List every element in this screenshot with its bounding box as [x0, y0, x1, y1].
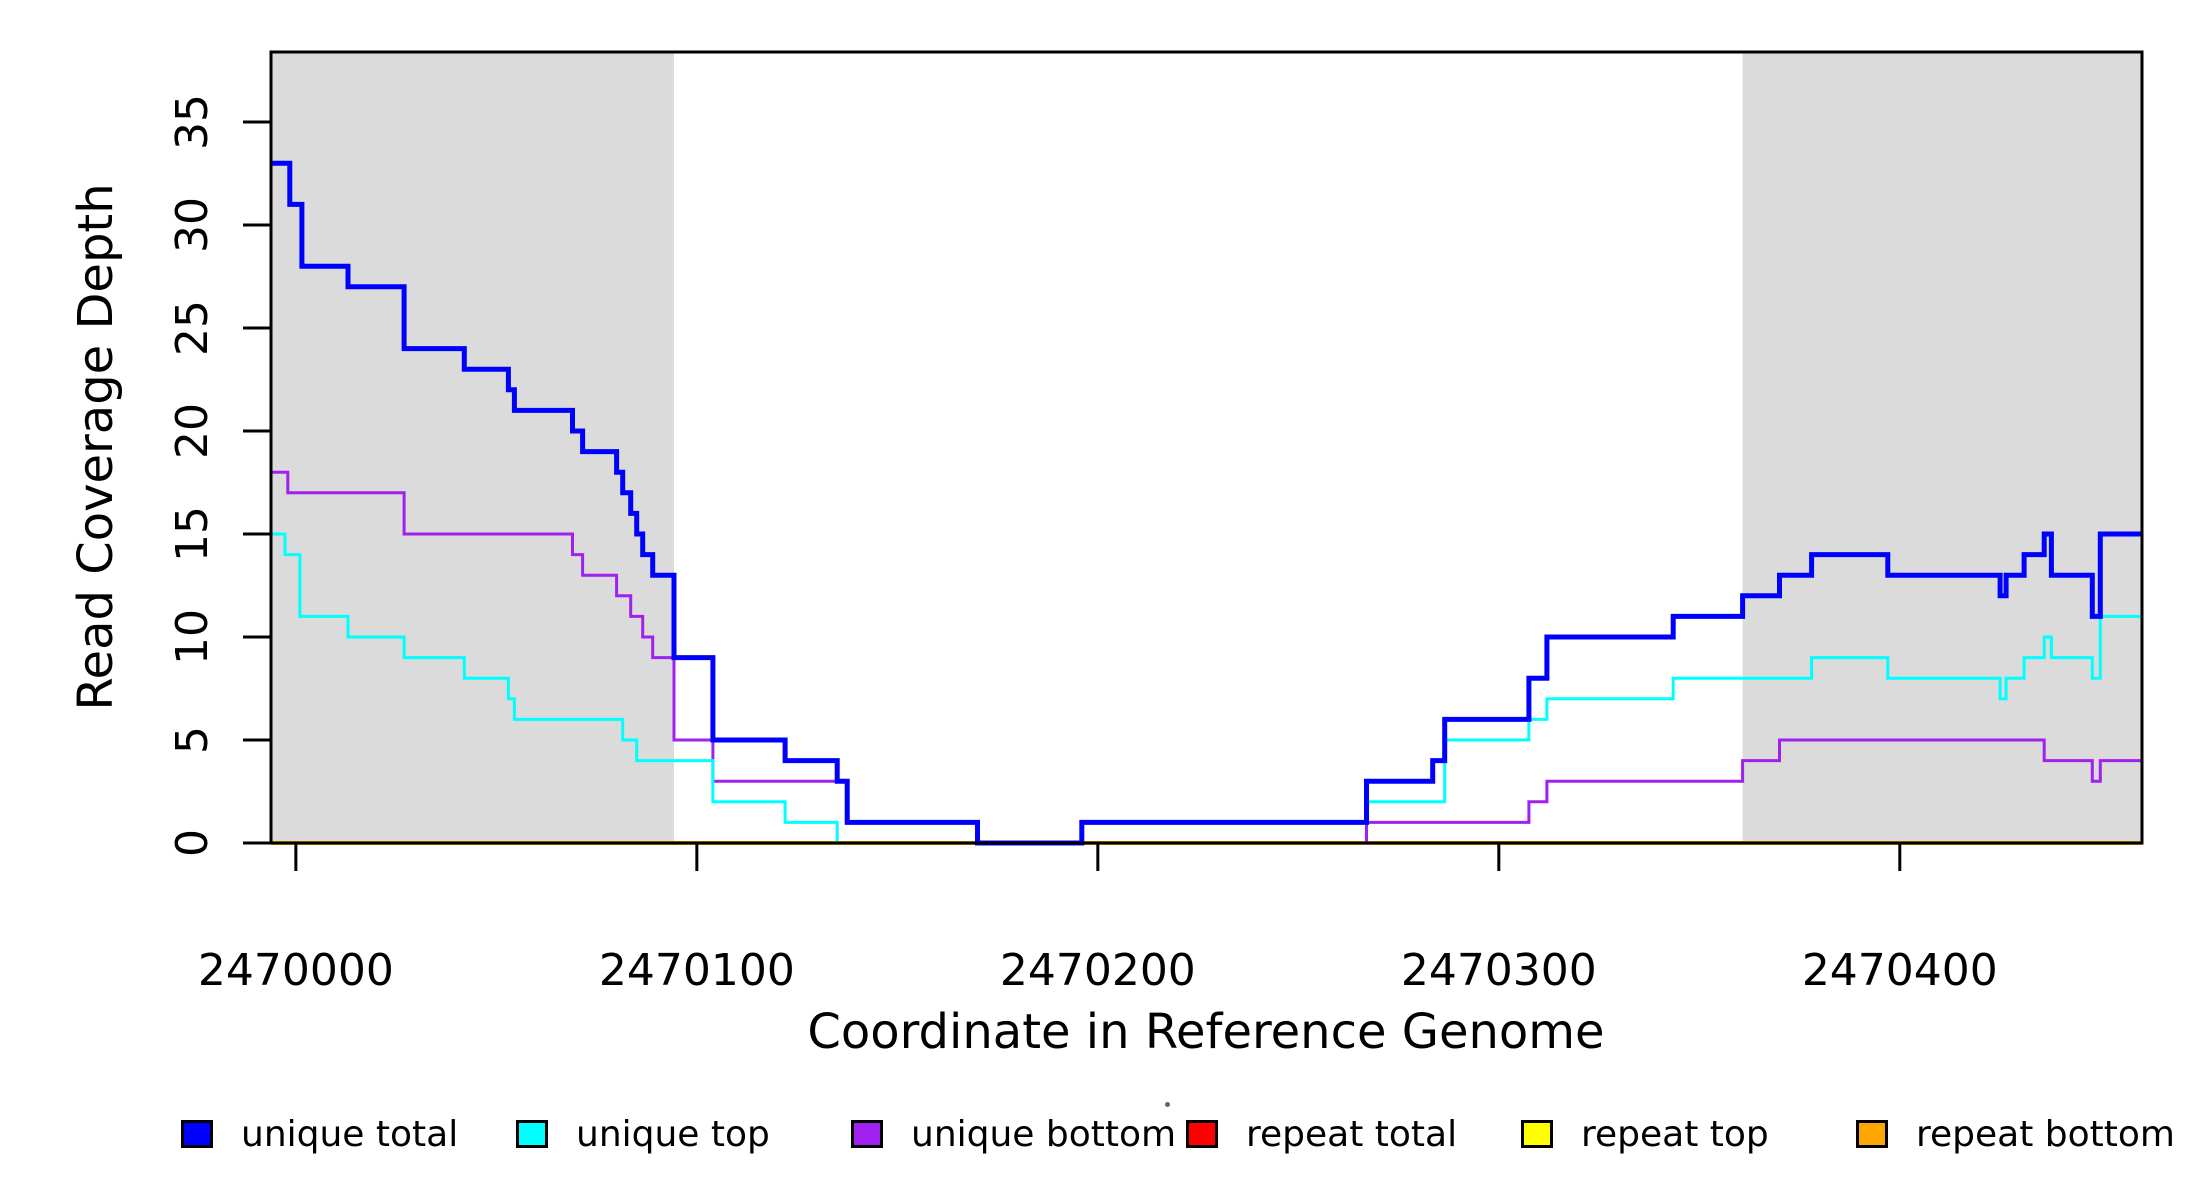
y-tick-label: 10	[167, 609, 218, 665]
shaded-regions-layer	[271, 52, 2142, 843]
y-tick-label: 20	[167, 403, 218, 459]
x-tick-label: 2470400	[1802, 945, 1998, 996]
y-tick-label: 0	[167, 829, 218, 857]
y-tick-label: 30	[167, 197, 218, 253]
shaded-region	[271, 52, 674, 843]
series-unique-total	[271, 160, 2142, 846]
x-axis-title: Coordinate in Reference Genome	[807, 1004, 1604, 1060]
y-tick-label: 15	[167, 506, 218, 562]
y-tick-label: 35	[167, 94, 218, 150]
plot-border	[269, 50, 2144, 845]
y-axis-title: Read Coverage Depth	[68, 183, 124, 710]
shaded-region	[1742, 52, 2142, 843]
y-tick-label: 25	[167, 300, 218, 356]
x-tick-label: 2470100	[599, 945, 795, 996]
axes-layer: 2470000 2470100 2470200 2470300 2470400 0 5 10 1…	[167, 50, 2144, 996]
x-tick-label: 2470300	[1401, 945, 1597, 996]
x-tick-label: 2470000	[198, 945, 394, 996]
series-unique-bottom	[271, 470, 2142, 845]
x-tick-label: 2470200	[1000, 945, 1196, 996]
y-tick-label: 5	[167, 726, 218, 754]
